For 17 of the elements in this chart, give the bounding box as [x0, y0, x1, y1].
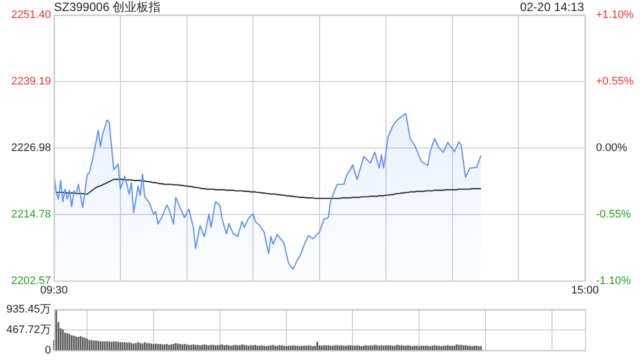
y-tick-label: 2214.78	[11, 208, 51, 220]
y2-tick-label: +0.55%	[596, 75, 634, 88]
y2-tick-label: +1.10%	[596, 9, 634, 22]
x-tick-label: 15:00	[571, 284, 599, 296]
y-tick-label: 935.45万	[6, 304, 51, 316]
y-tick-label: 2251.40	[11, 9, 51, 22]
y2-tick-label: -1.10%	[596, 274, 632, 287]
y-tick-label: 2202.57	[11, 274, 51, 287]
y-tick-label: 0	[44, 344, 51, 356]
chart-subtitle: 02-20 14:13	[520, 0, 584, 14]
chart-title: SZ399006 创业板指	[54, 0, 161, 14]
x-tick-label: 09:30	[40, 284, 68, 296]
y-tick-label: 467.72万	[6, 324, 51, 336]
y-tick-label: 2239.19	[11, 75, 51, 88]
y-tick-label: 2226.98	[11, 142, 51, 154]
y2-tick-label: 0.00%	[596, 142, 628, 154]
y2-tick-label: -0.55%	[596, 208, 632, 220]
